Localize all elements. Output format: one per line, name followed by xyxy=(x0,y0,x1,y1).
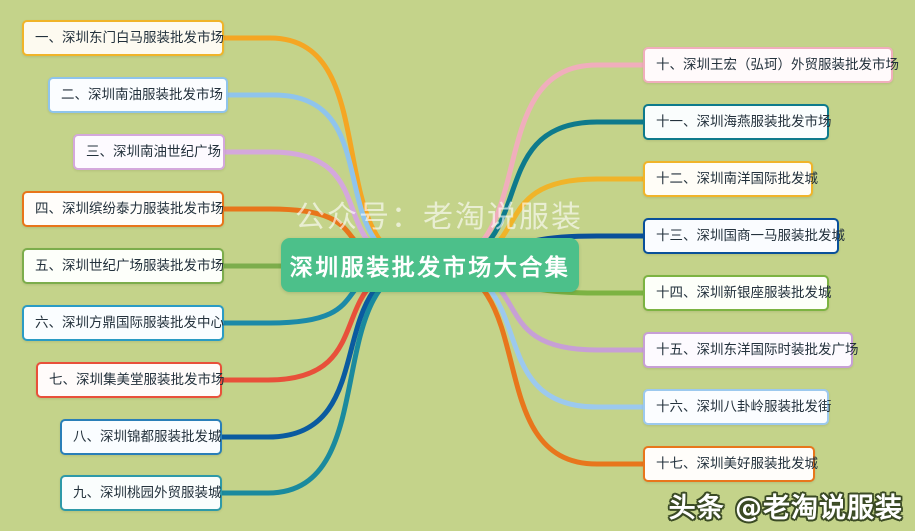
market-node-6[interactable]: 六、深圳方鼎国际服装批发中心 xyxy=(22,305,224,341)
market-node-13[interactable]: 十三、深圳国商一马服装批发城 xyxy=(643,218,845,254)
market-node-label: 十、深圳王宏（弘珂）外贸服装批发市场 xyxy=(656,56,899,73)
market-node-label: 十三、深圳国商一马服装批发城 xyxy=(656,227,845,244)
market-node-2[interactable]: 二、深圳南油服装批发市场 xyxy=(48,77,228,113)
market-node-label: 五、深圳世纪广场服装批发市场 xyxy=(35,257,224,274)
watermark-corner: 头条 @老淘说服装 xyxy=(668,493,903,524)
market-node-label: 四、深圳缤纷泰力服装批发市场 xyxy=(35,200,224,217)
market-node-14[interactable]: 十四、深圳新银座服装批发城 xyxy=(643,275,832,311)
center-node[interactable]: 深圳服装批发市场大合集 xyxy=(281,238,579,292)
market-node-3[interactable]: 三、深圳南油世纪广场 xyxy=(73,134,225,170)
market-node-label: 九、深圳桃园外贸服装城 xyxy=(73,484,222,501)
market-node-7[interactable]: 七、深圳集美堂服装批发市场 xyxy=(36,362,225,398)
market-node-label: 十一、深圳海燕服装批发市场 xyxy=(656,113,832,130)
market-node-label: 八、深圳锦都服装批发城 xyxy=(73,428,222,445)
market-node-label: 一、深圳东门白马服装批发市场 xyxy=(35,29,224,46)
connector-17 xyxy=(427,262,646,467)
market-node-10[interactable]: 十、深圳王宏（弘珂）外贸服装批发市场 xyxy=(643,47,899,83)
center-node-label: 深圳服装批发市场大合集 xyxy=(289,255,571,281)
market-node-17[interactable]: 十七、深圳美好服装批发城 xyxy=(643,446,818,482)
market-node-9[interactable]: 九、深圳桃园外贸服装城 xyxy=(60,475,222,511)
market-node-label: 十二、深圳南洋国际批发城 xyxy=(656,170,818,187)
market-node-11[interactable]: 十一、深圳海燕服装批发市场 xyxy=(643,104,832,140)
market-node-label: 三、深圳南油世纪广场 xyxy=(86,143,221,160)
market-node-8[interactable]: 八、深圳锦都服装批发城 xyxy=(60,419,222,455)
market-node-1[interactable]: 一、深圳东门白马服装批发市场 xyxy=(22,20,224,56)
market-node-12[interactable]: 十二、深圳南洋国际批发城 xyxy=(643,161,818,197)
market-node-16[interactable]: 十六、深圳八卦岭服装批发街 xyxy=(643,389,832,425)
market-node-4[interactable]: 四、深圳缤纷泰力服装批发市场 xyxy=(22,191,224,227)
market-node-5[interactable]: 五、深圳世纪广场服装批发市场 xyxy=(22,248,224,284)
market-node-label: 六、深圳方鼎国际服装批发中心 xyxy=(35,314,224,331)
market-node-label: 七、深圳集美堂服装批发市场 xyxy=(49,371,225,388)
market-node-label: 十六、深圳八卦岭服装批发街 xyxy=(656,398,832,415)
market-node-label: 十五、深圳东洋国际时装批发广场 xyxy=(656,341,859,358)
market-node-label: 十七、深圳美好服装批发城 xyxy=(656,455,818,472)
market-node-label: 二、深圳南油服装批发市场 xyxy=(61,86,223,103)
market-node-15[interactable]: 十五、深圳东洋国际时装批发广场 xyxy=(643,332,859,368)
watermark-center: 公众号：老淘说服装 xyxy=(295,200,583,235)
market-node-label: 十四、深圳新银座服装批发城 xyxy=(656,284,832,301)
connector-9 xyxy=(219,262,433,496)
